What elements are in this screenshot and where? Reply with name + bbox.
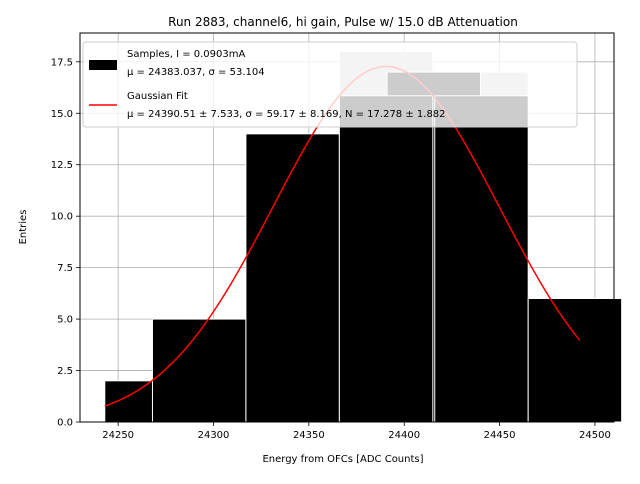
x-axis-label: Energy from OFCs [ADC Counts]	[262, 454, 423, 465]
x-tick-label: 24400	[388, 430, 420, 441]
histogram-bar	[338, 95, 434, 423]
histogram-bar	[527, 298, 623, 423]
legend-fit-stats: μ = 24390.51 ± 7.533, σ = 59.17 ± 8.169,…	[127, 109, 446, 120]
legend-samples-stats: μ = 24383.037, σ = 53.104	[127, 67, 265, 78]
y-tick-label: 12.5	[51, 160, 73, 171]
plot-frame	[79, 32, 615, 423]
y-tick-label: 2.5	[57, 366, 73, 377]
legend-fit-label: Gaussian Fit	[127, 91, 188, 102]
histogram-bar	[434, 95, 529, 423]
y-tick-label: 5.0	[57, 315, 73, 326]
histogram-bars	[104, 51, 623, 423]
x-axis-ticks: 24250 24300 24350 24400 24450 24500	[102, 422, 611, 441]
legend-samples-swatch	[89, 60, 117, 70]
legend-samples-label: Samples, I = 0.0903mA	[127, 49, 245, 60]
legend-box	[82, 41, 578, 128]
x-tick-label: 24450	[484, 430, 516, 441]
x-tick-label: 24300	[198, 430, 230, 441]
x-tick-label: 24500	[579, 430, 611, 441]
y-tick-label: 7.5	[57, 263, 73, 274]
y-axis-label: Entries	[18, 210, 29, 245]
legend: Samples, I = 0.0903mA μ = 24383.037, σ =…	[82, 41, 578, 128]
histogram-bar	[245, 133, 340, 423]
y-tick-label: 15.0	[51, 109, 73, 120]
y-axis-ticks: 0.0 2.5 5.0 7.5 10.0 12.5 15.0 17.5	[51, 57, 80, 429]
x-tick-label: 24350	[293, 430, 325, 441]
y-tick-label: 10.0	[51, 212, 73, 223]
y-tick-label: 0.0	[57, 418, 73, 429]
x-tick-label: 24250	[102, 430, 134, 441]
histogram-bar	[151, 318, 247, 423]
y-tick-label: 17.5	[51, 57, 73, 68]
chart-title: Run 2883, channel6, hi gain, Pulse w/ 15…	[168, 15, 518, 29]
